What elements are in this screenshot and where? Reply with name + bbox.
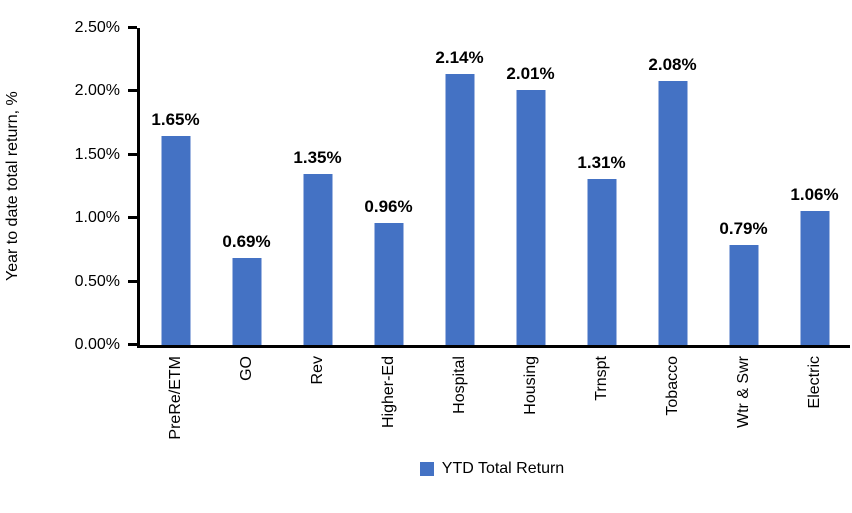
x-axis-category-label: PreRe/ETM	[166, 356, 184, 440]
bar-group-trnspt: 1.31% Trnspt	[566, 28, 637, 400]
bar-group-rev: 1.35% Rev	[282, 28, 353, 384]
x-axis-category-label: Housing	[521, 356, 539, 415]
bar	[729, 244, 758, 345]
bar-value-label: 1.35%	[293, 147, 342, 167]
y-tick-label: 0.50%	[74, 272, 120, 290]
bar	[161, 135, 190, 345]
y-tick-mark	[128, 279, 137, 283]
y-tick-mark	[128, 152, 137, 156]
bar	[445, 73, 474, 345]
bar-value-label: 0.69%	[222, 231, 271, 251]
y-tick-label: 0.00%	[74, 336, 120, 353]
y-tick-label: 1.00%	[74, 209, 120, 227]
bar-value-label: 1.65%	[151, 109, 200, 129]
bar-value-label: 1.06%	[790, 184, 839, 204]
bar-group-go: 0.69% GO	[211, 28, 282, 381]
x-axis-category-label: Higher-Ed	[379, 356, 397, 429]
bar	[303, 173, 332, 345]
y-tick-mark	[128, 216, 137, 220]
bar-value-label: 0.96%	[364, 197, 413, 217]
bar-group-tobacco: 2.08% Tobacco	[637, 28, 708, 416]
y-tick-mark	[128, 26, 137, 29]
y-axis-tick-labels: 0.00% 0.50% 1.00% 1.50% 2.00% 2.50%	[0, 19, 120, 353]
y-tick-label: 1.50%	[74, 145, 120, 163]
x-axis-category-label: GO	[237, 356, 255, 381]
bar-group-prere-etm: 1.65% PreRe/ETM	[140, 28, 211, 439]
bar	[516, 90, 545, 345]
y-tick-label: 2.50%	[74, 19, 120, 36]
bar-value-label: 2.08%	[648, 55, 697, 75]
y-tick-mark	[128, 343, 137, 346]
x-axis-category-label: Trnspt	[592, 356, 610, 401]
x-axis-category-label: Hospital	[450, 356, 468, 414]
y-tick-mark	[128, 89, 137, 93]
bar-group-hospital: 2.14% Hospital	[424, 28, 495, 414]
bar-value-label: 2.14%	[435, 47, 484, 67]
bar-group-higher-ed: 0.96% Higher-Ed	[353, 28, 424, 428]
legend-label: YTD Total Return	[441, 460, 565, 477]
bar-group-housing: 2.01% Housing	[495, 28, 566, 415]
x-axis-category-label: Wtr & Swr	[734, 356, 752, 428]
bar-value-label: 1.31%	[577, 152, 626, 172]
y-tick-label: 2.00%	[74, 82, 120, 100]
x-axis-category-label: Rev	[308, 356, 326, 385]
bar	[232, 257, 261, 345]
legend: YTD Total Return	[137, 460, 847, 478]
x-axis-category-label: Tobacco	[663, 356, 681, 416]
bar-value-label: 2.01%	[506, 64, 555, 84]
bar	[800, 210, 829, 345]
bar	[374, 223, 403, 345]
bar-value-label: 0.79%	[719, 218, 768, 238]
x-axis-category-label: Electric	[805, 356, 823, 409]
bar-group-electric: 1.06% Electric	[779, 28, 850, 408]
plot-area: 1.65% PreRe/ETM 0.69% GO 1.35% Rev 0.96% Higher…	[128, 26, 850, 440]
legend-swatch-icon	[419, 462, 434, 476]
bar-group-wtr-swr: 0.79% Wtr & Swr	[708, 28, 779, 428]
bar	[587, 178, 616, 345]
bar	[658, 81, 687, 345]
